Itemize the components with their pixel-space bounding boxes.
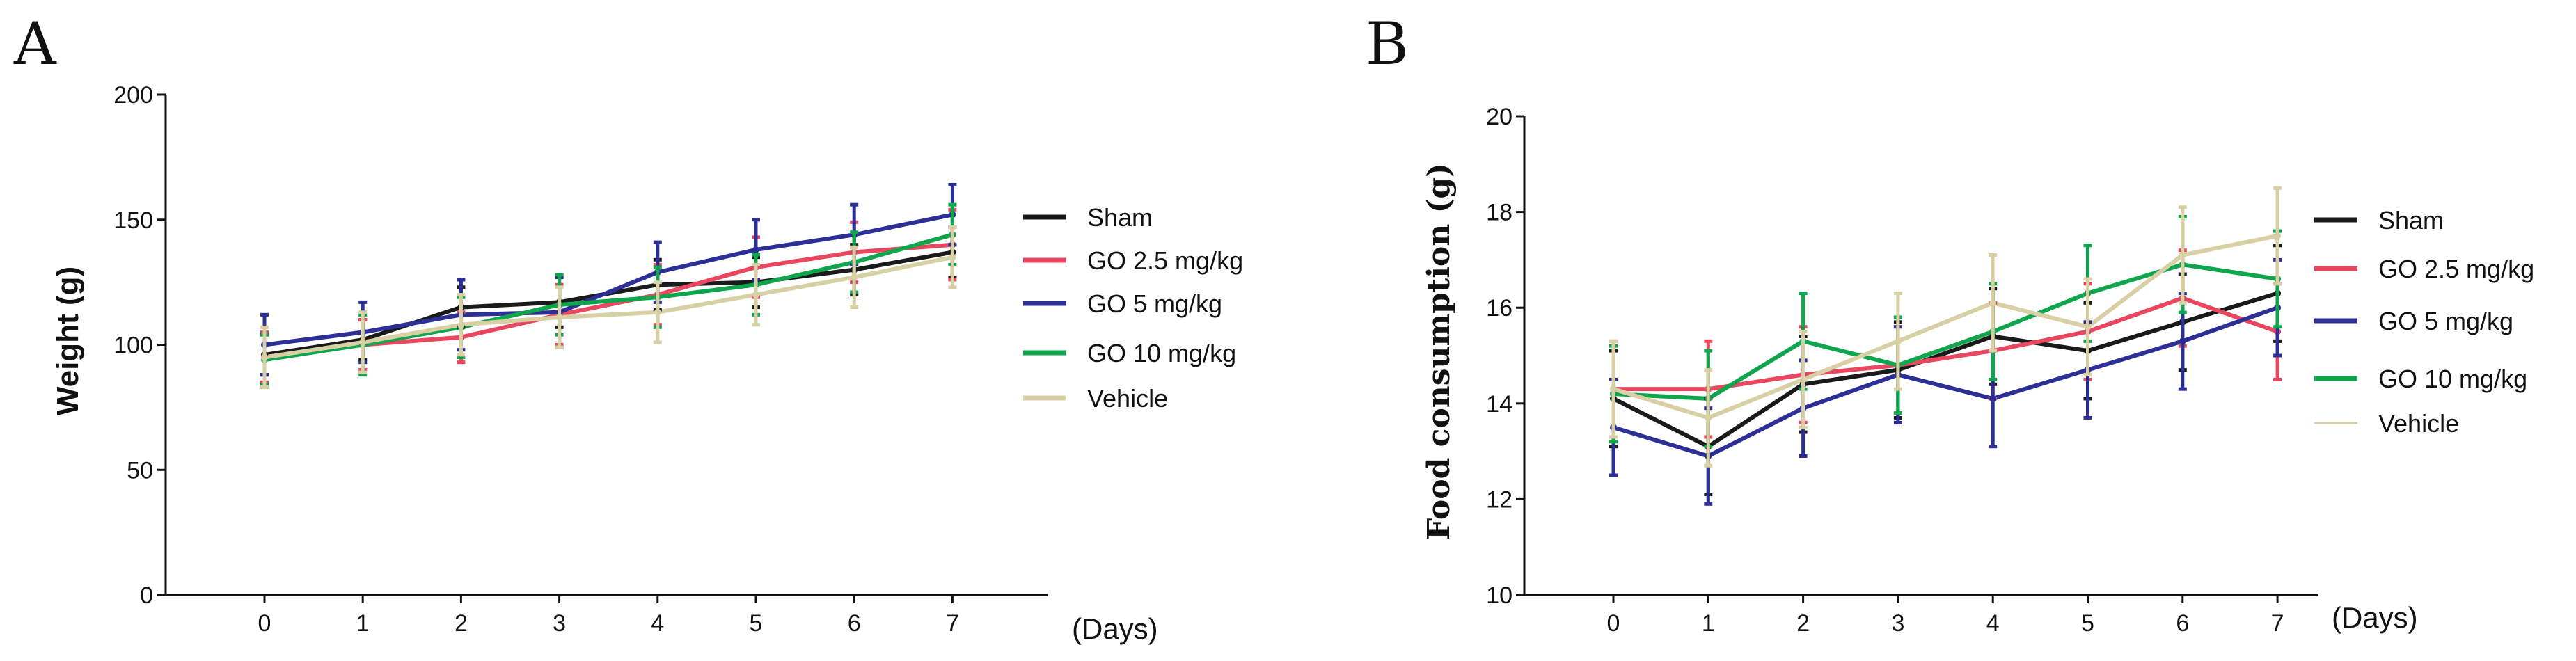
series-line-sham bbox=[1612, 291, 2278, 449]
legend-label: GO 5 mg/kg bbox=[2378, 307, 2513, 335]
x-tick-label: 5 bbox=[2081, 610, 2094, 637]
legend-label: GO 10 mg/kg bbox=[2378, 365, 2527, 393]
x-tick-label: 7 bbox=[946, 610, 959, 637]
legend-label: GO 2.5 mg/kg bbox=[2378, 255, 2534, 283]
panel-letter-a: A bbox=[13, 10, 57, 78]
y-tick-label: 16 bbox=[1486, 295, 1512, 321]
series-line-vehicle bbox=[1613, 234, 2278, 420]
series-line-go-5-mg-kg bbox=[1613, 305, 2279, 459]
x-tick-label: 6 bbox=[2176, 610, 2189, 637]
series-line-go-10-mg-kg bbox=[1613, 262, 2278, 401]
x-axis-unit-b: (Days) bbox=[2332, 601, 2418, 634]
x-tick-label: 3 bbox=[1891, 610, 1904, 637]
x-tick-label: 4 bbox=[1986, 610, 2000, 637]
y-tick-label: 20 bbox=[1486, 104, 1512, 130]
data-point bbox=[851, 273, 858, 281]
x-axis-unit-a: (Days) bbox=[1072, 612, 1158, 645]
series-line-go-5-mg-kg bbox=[264, 212, 953, 347]
data-point bbox=[555, 313, 563, 321]
data-point bbox=[654, 308, 661, 316]
y-tick-label: 10 bbox=[1486, 582, 1512, 609]
legend-label: Sham bbox=[1087, 203, 1153, 232]
data-point bbox=[1894, 337, 1902, 345]
legend-label: GO 5 mg/kg bbox=[1087, 289, 1222, 318]
x-tick-label: 5 bbox=[750, 610, 763, 637]
data-point bbox=[2274, 232, 2282, 239]
x-tick-label: 2 bbox=[1796, 610, 1810, 637]
x-tick-label: 6 bbox=[848, 610, 861, 637]
x-tick-label: 3 bbox=[553, 610, 566, 637]
data-point bbox=[457, 321, 465, 328]
x-tick-label: 2 bbox=[455, 610, 468, 637]
y-tick-label: 12 bbox=[1486, 486, 1512, 513]
x-tick-label: 0 bbox=[258, 610, 271, 637]
y-tick-label: 150 bbox=[113, 207, 153, 234]
y-axis-label-a: Weight (g) bbox=[51, 266, 85, 415]
panel-a: A Weight (g) (Days) 0 50 100 150 200 0 1 2 3 4 5 6 7… bbox=[13, 10, 1243, 645]
x-tick-label: 1 bbox=[1702, 610, 1715, 637]
y-axis-label-b: Food consumption (g) bbox=[1421, 163, 1457, 540]
legend-label: Vehicle bbox=[1087, 384, 1168, 413]
data-point bbox=[1989, 395, 1997, 402]
data-point bbox=[2179, 251, 2186, 259]
y-tick-label: 0 bbox=[140, 582, 153, 609]
legend-label: Sham bbox=[2378, 206, 2444, 234]
y-tick-label: 18 bbox=[1486, 200, 1512, 226]
panel-b: B Food consumption (g) (Days) 1012141618… bbox=[1366, 10, 2534, 637]
x-tick-label: 4 bbox=[651, 610, 664, 637]
series-line-vehicle bbox=[264, 255, 953, 360]
x-tick-label: 1 bbox=[356, 610, 370, 637]
data-point bbox=[261, 353, 268, 361]
y-tick-label: 200 bbox=[113, 82, 153, 109]
data-point bbox=[1989, 299, 1997, 307]
legend-label: GO 10 mg/kg bbox=[1087, 339, 1236, 367]
series-line-go-10-mg-kg bbox=[264, 232, 954, 363]
y-tick-label: 50 bbox=[127, 457, 153, 484]
data-point bbox=[949, 253, 956, 261]
y-tick-label: 14 bbox=[1486, 391, 1512, 417]
data-point bbox=[1705, 414, 1712, 422]
data-point bbox=[752, 291, 759, 298]
data-point bbox=[1799, 376, 1807, 383]
data-point bbox=[2179, 337, 2186, 345]
legend-label: GO 2.5 mg/kg bbox=[1087, 246, 1243, 275]
data-point bbox=[1610, 385, 1617, 393]
x-tick-label: 0 bbox=[1607, 610, 1620, 637]
data-point bbox=[2084, 323, 2092, 330]
x-tick-label: 7 bbox=[2271, 610, 2284, 637]
legend-label: Vehicle bbox=[2378, 409, 2459, 438]
data-point bbox=[359, 338, 367, 346]
y-tick-label: 100 bbox=[113, 333, 153, 359]
data-point bbox=[752, 246, 759, 253]
panel-letter-b: B bbox=[1366, 10, 1409, 78]
